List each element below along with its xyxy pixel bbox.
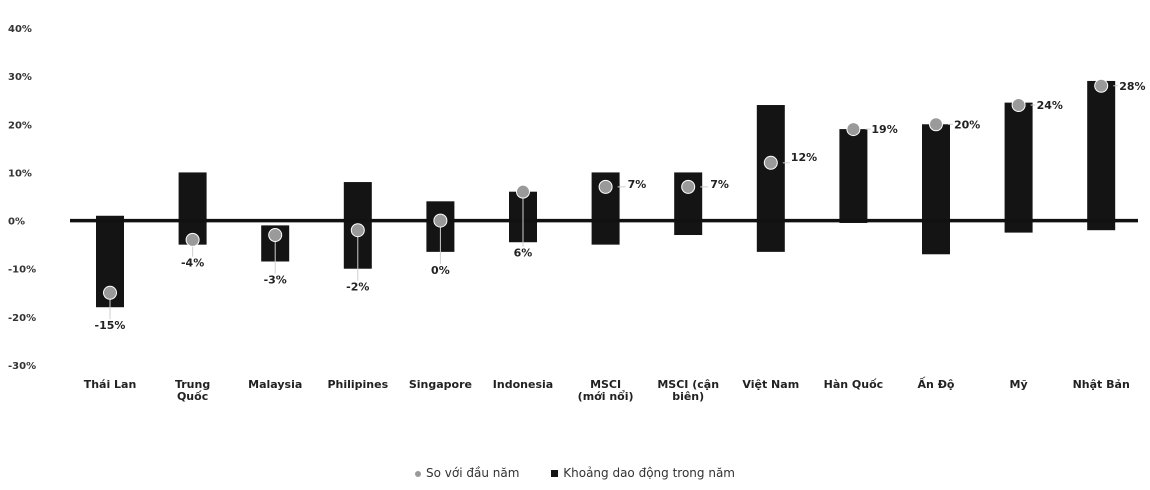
ytd-point [763, 155, 778, 170]
ytd-point [433, 213, 448, 228]
ytd-point [1011, 98, 1026, 113]
legend-range-marker [551, 470, 559, 477]
x-tick-label: Philipines [327, 378, 388, 391]
legend-point-marker [415, 470, 422, 477]
x-tick-label: Thái Lan [84, 378, 137, 391]
x-tick-label-line: Quốc [177, 390, 208, 403]
x-tick-label-line: Trung [175, 378, 210, 391]
ytd-point [681, 179, 696, 194]
data-label: -4% [181, 257, 204, 270]
x-tick-label: Ấn Độ [918, 376, 955, 391]
data-label: 28% [1119, 80, 1145, 93]
data-label: -2% [346, 281, 369, 294]
x-tick-label: Trung Quốc [175, 378, 210, 403]
legend-point-label: So với đầu năm [426, 466, 520, 480]
x-tick-label-line: biên) [672, 390, 704, 403]
data-label: 12% [791, 151, 817, 164]
y-tick-label: 20% [8, 120, 32, 131]
chart: 40% 30% 20% 10% 0% -10% -20% -30% -15% -4% -3% -2% 0… [8, 24, 1146, 403]
x-tick-label: MSCI (cận biên) [657, 378, 719, 403]
range-bar [922, 124, 950, 255]
range-bar [756, 105, 785, 252]
ytd-point [1094, 78, 1109, 93]
x-tick-label: Nhật Bản [1073, 378, 1130, 391]
data-label: 20% [954, 118, 980, 131]
data-label: 7% [710, 178, 729, 191]
x-tick-label-line: Việt Nam [742, 378, 799, 391]
ytd-point [598, 179, 613, 194]
x-tick-label: Hàn Quốc [824, 378, 884, 391]
legend-range-label: Khoảng dao động trong năm [563, 466, 735, 480]
y-tick-label: -20% [8, 313, 36, 324]
data-label: 19% [871, 123, 897, 136]
ytd-point [185, 232, 200, 247]
data-label: 0% [431, 264, 450, 277]
y-tick-label: 10% [8, 168, 32, 179]
ytd-point [516, 184, 530, 199]
range-bar [839, 129, 868, 223]
x-tick-label-line: Hàn Quốc [824, 378, 884, 391]
x-tick-label: Singapore [409, 378, 472, 391]
x-tick-label: Malaysia [248, 378, 302, 391]
ytd-point [268, 228, 283, 243]
x-tick-label-line: Nhật Bản [1073, 378, 1130, 391]
data-label: 7% [628, 178, 647, 191]
x-tick-label-line: Malaysia [248, 378, 302, 391]
y-tick-label: -10% [8, 265, 36, 276]
x-tick-label-line: Thái Lan [84, 378, 137, 391]
legend-item-point: So với đầu năm [415, 466, 519, 480]
x-tick-label-line: Indonesia [493, 378, 553, 391]
range-bar [1087, 80, 1116, 231]
x-tick-label-line: MSCI (cận [657, 378, 719, 391]
data-label: -15% [95, 319, 126, 332]
y-tick-label: -30% [8, 361, 36, 372]
y-tick-label: 0% [8, 217, 25, 228]
ytd-point [103, 285, 117, 300]
x-tick-label-line: Ấn Độ [918, 376, 955, 391]
data-label: 6% [514, 247, 533, 260]
x-tick-label-line: Philipines [327, 378, 388, 391]
x-tick-label-line: (mới nổi) [578, 390, 634, 403]
legend-item-range: Khoảng dao động trong năm [551, 466, 735, 480]
range-bar [1004, 102, 1033, 233]
legend: So với đầu năm Khoảng dao động trong năm [0, 466, 1150, 480]
x-tick-label-line: MSCI [590, 378, 621, 391]
x-tick-label: Indonesia [493, 378, 553, 391]
ytd-point [929, 117, 943, 132]
x-tick-label: Việt Nam [742, 378, 799, 391]
x-tick-label-line: Mỹ [1010, 378, 1028, 391]
ytd-point [846, 122, 861, 137]
x-tick-label-line: Singapore [409, 378, 472, 391]
data-label: -3% [264, 273, 287, 286]
x-tick-label: Mỹ [1010, 378, 1028, 391]
y-tick-label: 40% [8, 24, 32, 35]
y-tick-label: 30% [8, 72, 32, 83]
ytd-point [350, 223, 365, 238]
data-label: 24% [1037, 99, 1063, 112]
range-bar [178, 172, 207, 245]
x-tick-label: MSCI (mới nổi) [578, 378, 634, 403]
